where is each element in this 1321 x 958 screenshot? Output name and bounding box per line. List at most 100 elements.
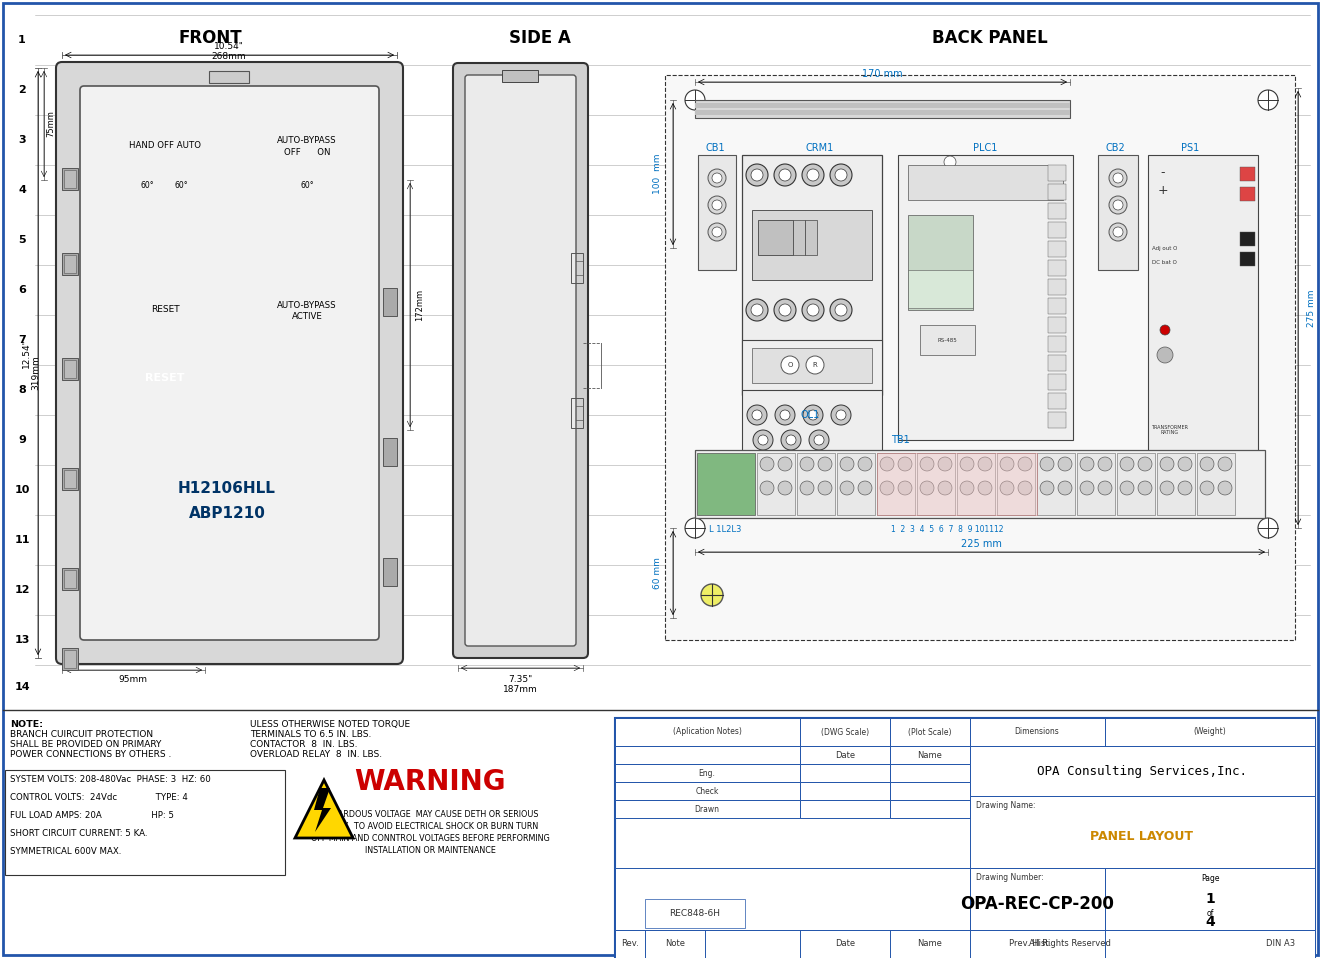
Text: 7: 7 <box>18 335 26 345</box>
Bar <box>645 899 745 928</box>
Text: TB1: TB1 <box>890 435 909 445</box>
Circle shape <box>746 405 768 425</box>
Bar <box>616 718 1314 958</box>
Bar <box>1048 165 1066 181</box>
Circle shape <box>269 198 343 272</box>
Circle shape <box>746 164 768 186</box>
Bar <box>244 295 370 323</box>
Bar <box>1048 260 1066 276</box>
Bar <box>1048 412 1066 428</box>
Circle shape <box>774 164 797 186</box>
Circle shape <box>830 164 852 186</box>
Bar <box>1240 252 1255 266</box>
Bar <box>695 100 1070 118</box>
Bar <box>62 168 78 190</box>
Circle shape <box>712 200 723 210</box>
Circle shape <box>1000 481 1015 495</box>
Text: AUTO-BYPASS: AUTO-BYPASS <box>277 135 337 145</box>
Text: Drawing Name:: Drawing Name: <box>976 801 1036 810</box>
Circle shape <box>752 410 762 420</box>
Bar <box>877 453 1037 515</box>
Circle shape <box>1258 518 1277 538</box>
Bar <box>695 103 1070 108</box>
Circle shape <box>835 169 847 181</box>
Text: 7.35": 7.35" <box>507 675 532 685</box>
Text: REC848-6H: REC848-6H <box>670 909 720 919</box>
Circle shape <box>960 481 974 495</box>
Circle shape <box>880 481 894 495</box>
Text: HAND OFF AUTO: HAND OFF AUTO <box>129 141 201 149</box>
Circle shape <box>1258 90 1277 110</box>
Text: 9: 9 <box>18 435 26 445</box>
Text: OPA-REC-CP-200: OPA-REC-CP-200 <box>960 895 1114 913</box>
Bar <box>917 453 955 515</box>
FancyBboxPatch shape <box>465 75 576 646</box>
Text: DC bat O: DC bat O <box>1152 260 1177 264</box>
Bar <box>1118 453 1155 515</box>
Bar <box>104 130 225 160</box>
Circle shape <box>801 457 814 471</box>
Text: Rev.: Rev. <box>621 940 639 948</box>
Bar <box>970 796 1314 868</box>
Bar <box>571 253 583 283</box>
Bar <box>1148 155 1258 460</box>
Bar <box>62 358 78 380</box>
Bar <box>742 340 882 395</box>
Bar <box>62 648 78 670</box>
Circle shape <box>778 457 793 471</box>
Bar <box>801 782 890 800</box>
Circle shape <box>712 227 723 237</box>
Bar <box>571 398 583 428</box>
Bar <box>62 468 78 490</box>
Circle shape <box>880 457 894 471</box>
Text: FRONT: FRONT <box>178 29 242 47</box>
Text: 8: 8 <box>18 385 26 395</box>
Bar <box>1104 718 1314 746</box>
Text: 60°: 60° <box>174 180 188 190</box>
Text: All Rights Reserved: All Rights Reserved <box>1029 940 1111 948</box>
Text: PANEL LAYOUT: PANEL LAYOUT <box>1091 831 1193 843</box>
Circle shape <box>1058 481 1073 495</box>
Circle shape <box>753 430 773 450</box>
Text: (DWG Scale): (DWG Scale) <box>820 727 869 737</box>
Text: (Plot Scale): (Plot Scale) <box>909 727 951 737</box>
Text: WARNING: WARNING <box>354 768 506 796</box>
Text: ACTIVE: ACTIVE <box>292 311 322 321</box>
Circle shape <box>125 196 203 274</box>
FancyBboxPatch shape <box>453 63 588 658</box>
Circle shape <box>801 481 814 495</box>
Circle shape <box>1098 457 1112 471</box>
Text: FUL LOAD AMPS: 20A                  HP: 5: FUL LOAD AMPS: 20A HP: 5 <box>11 811 174 820</box>
Text: ULESS OTHERWISE NOTED TORQUE: ULESS OTHERWISE NOTED TORQUE <box>250 720 410 729</box>
Circle shape <box>978 457 992 471</box>
Bar <box>63 360 77 378</box>
Bar <box>752 210 872 280</box>
Text: 275 mm: 275 mm <box>1306 289 1316 327</box>
Text: NOTE:: NOTE: <box>11 720 44 729</box>
Bar <box>664 75 1295 640</box>
Circle shape <box>778 481 793 495</box>
Circle shape <box>1120 457 1133 471</box>
Text: 95mm: 95mm <box>119 675 148 685</box>
Text: 170 mm: 170 mm <box>861 69 902 79</box>
Bar <box>890 800 970 818</box>
Bar <box>244 130 370 160</box>
Circle shape <box>859 481 872 495</box>
Bar <box>1048 393 1066 409</box>
Circle shape <box>1199 457 1214 471</box>
Bar <box>1077 453 1115 515</box>
Text: Drawing Number:: Drawing Number: <box>976 873 1044 882</box>
Bar <box>1104 868 1314 930</box>
Bar <box>970 746 1314 796</box>
Text: 60 mm: 60 mm <box>653 557 662 589</box>
Circle shape <box>712 173 723 183</box>
Circle shape <box>1110 223 1127 241</box>
Text: PS1: PS1 <box>1181 143 1199 153</box>
Circle shape <box>1114 227 1123 237</box>
Text: SYSTEM VOLTS: 208-480Vac  PHASE: 3  HZ: 60: SYSTEM VOLTS: 208-480Vac PHASE: 3 HZ: 60 <box>11 775 211 784</box>
Bar <box>908 165 1063 200</box>
Bar <box>793 220 804 255</box>
Circle shape <box>818 481 832 495</box>
Text: Eng.: Eng. <box>699 768 716 778</box>
Circle shape <box>752 169 764 181</box>
